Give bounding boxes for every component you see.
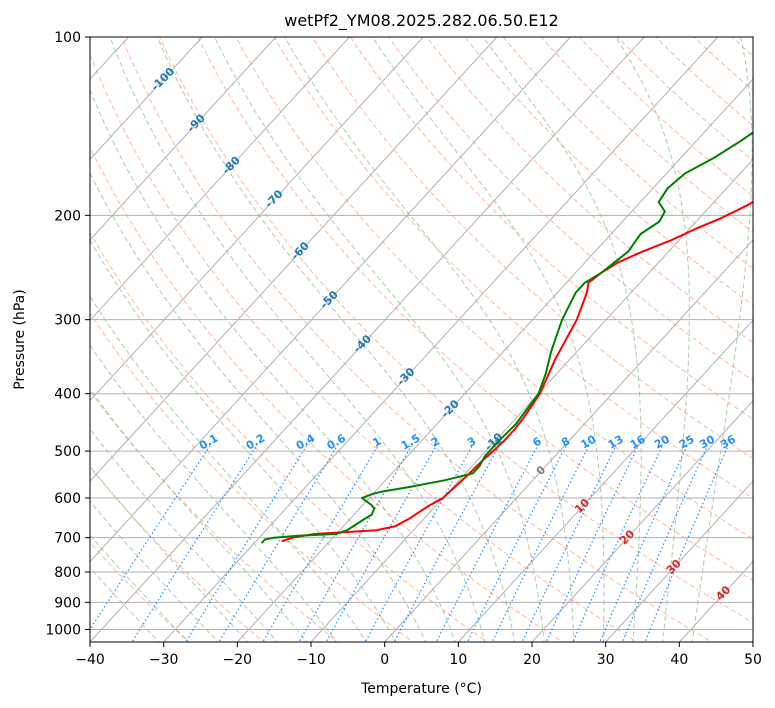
mixing-ratio-line: [218, 445, 338, 642]
axes: −40 −30 −20 −10 0 10 20 30 40 50 100 200 300 400 500 60…: [45, 30, 762, 668]
isotherm-line: [90, 37, 498, 482]
y-tick-label: 500: [54, 444, 81, 460]
mixing-ratio-line: [545, 445, 639, 642]
isotherm-line: [384, 239, 753, 642]
y-tick-label: 400: [54, 387, 81, 403]
isotherm-line: [236, 78, 753, 642]
mixing-ratio-line: [90, 445, 211, 631]
y-tick-label: 800: [54, 565, 81, 581]
dry-adiabat: [464, 37, 753, 306]
isotherm-line: [605, 480, 753, 642]
guide-lines: [90, 37, 753, 642]
mixing-ratio-line: [521, 445, 617, 642]
plot-frame: [89, 36, 754, 643]
profile-lines: [260, 131, 753, 544]
dry-adiabat: [90, 231, 489, 642]
dry-adiabat: [90, 53, 638, 642]
isotherm-line: [90, 37, 645, 642]
x-tick-label: −30: [149, 652, 179, 668]
dry-adiabat: [235, 37, 753, 540]
y-tick-label: 300: [54, 313, 81, 329]
mixing-ratio-line: [185, 445, 308, 642]
isotherm-line: [90, 37, 203, 161]
chart-title: wetPf2_YM08.2025.282.06.50.E12: [284, 11, 558, 31]
mixing-ratio-line: [325, 445, 437, 642]
isotherm-line: [90, 37, 350, 322]
isotherm-line: [310, 158, 753, 642]
mixing-ratio-line: [131, 445, 258, 642]
isotherm-line: [90, 37, 571, 563]
x-tick-label: 50: [744, 652, 762, 668]
dewpoint-profile: [260, 131, 753, 544]
isotherm-line: [531, 399, 753, 642]
x-tick-label: 20: [523, 652, 541, 668]
isotherm-line: [90, 37, 277, 241]
dry-adiabat: [90, 146, 564, 642]
mixing-ratio-line: [298, 445, 413, 642]
mixing-ratio-line: [491, 445, 590, 642]
dry-adiabat: [540, 37, 753, 233]
x-tick-label: −40: [75, 652, 105, 668]
dry-adiabat: [388, 37, 753, 382]
isotherm-line: [457, 319, 753, 642]
x-tick-label: 40: [670, 652, 688, 668]
y-tick-label: 600: [54, 491, 81, 507]
x-axis-label: Temperature (°C): [360, 681, 482, 697]
dry-adiabat: [426, 37, 753, 344]
y-tick-label: 900: [54, 595, 81, 611]
isotherm-line: [90, 37, 424, 402]
dry-adiabat: [349, 37, 753, 420]
moist-adiabat: [90, 344, 338, 642]
x-tick-label: −20: [223, 652, 253, 668]
temperature-profile: [281, 200, 753, 543]
mixing-ratio-line: [572, 445, 663, 642]
moist-adiabat: [90, 172, 427, 642]
dry-adiabat: [121, 37, 713, 642]
y-axis-label: Pressure (hPa): [12, 289, 28, 389]
y-tick-label: 1000: [45, 622, 81, 638]
y-tick-label: 200: [54, 208, 81, 224]
x-tick-label: 0: [380, 652, 389, 668]
y-tick-label: 100: [54, 30, 81, 46]
isotherm-line: [163, 37, 719, 642]
moist-adiabat: [90, 88, 456, 642]
dry-adiabat: [90, 312, 414, 642]
y-tick-label: 700: [54, 531, 81, 547]
mixing-ratio-line: [393, 445, 500, 642]
dry-adiabat: [311, 37, 753, 459]
x-tick-label: 10: [449, 652, 467, 668]
dry-adiabat: [197, 37, 753, 581]
x-tick-label: −10: [296, 652, 326, 668]
dry-adiabat: [273, 37, 753, 499]
mixing-ratio-line: [262, 445, 379, 642]
dry-adiabat: [616, 37, 753, 162]
x-tick-label: 30: [597, 652, 615, 668]
